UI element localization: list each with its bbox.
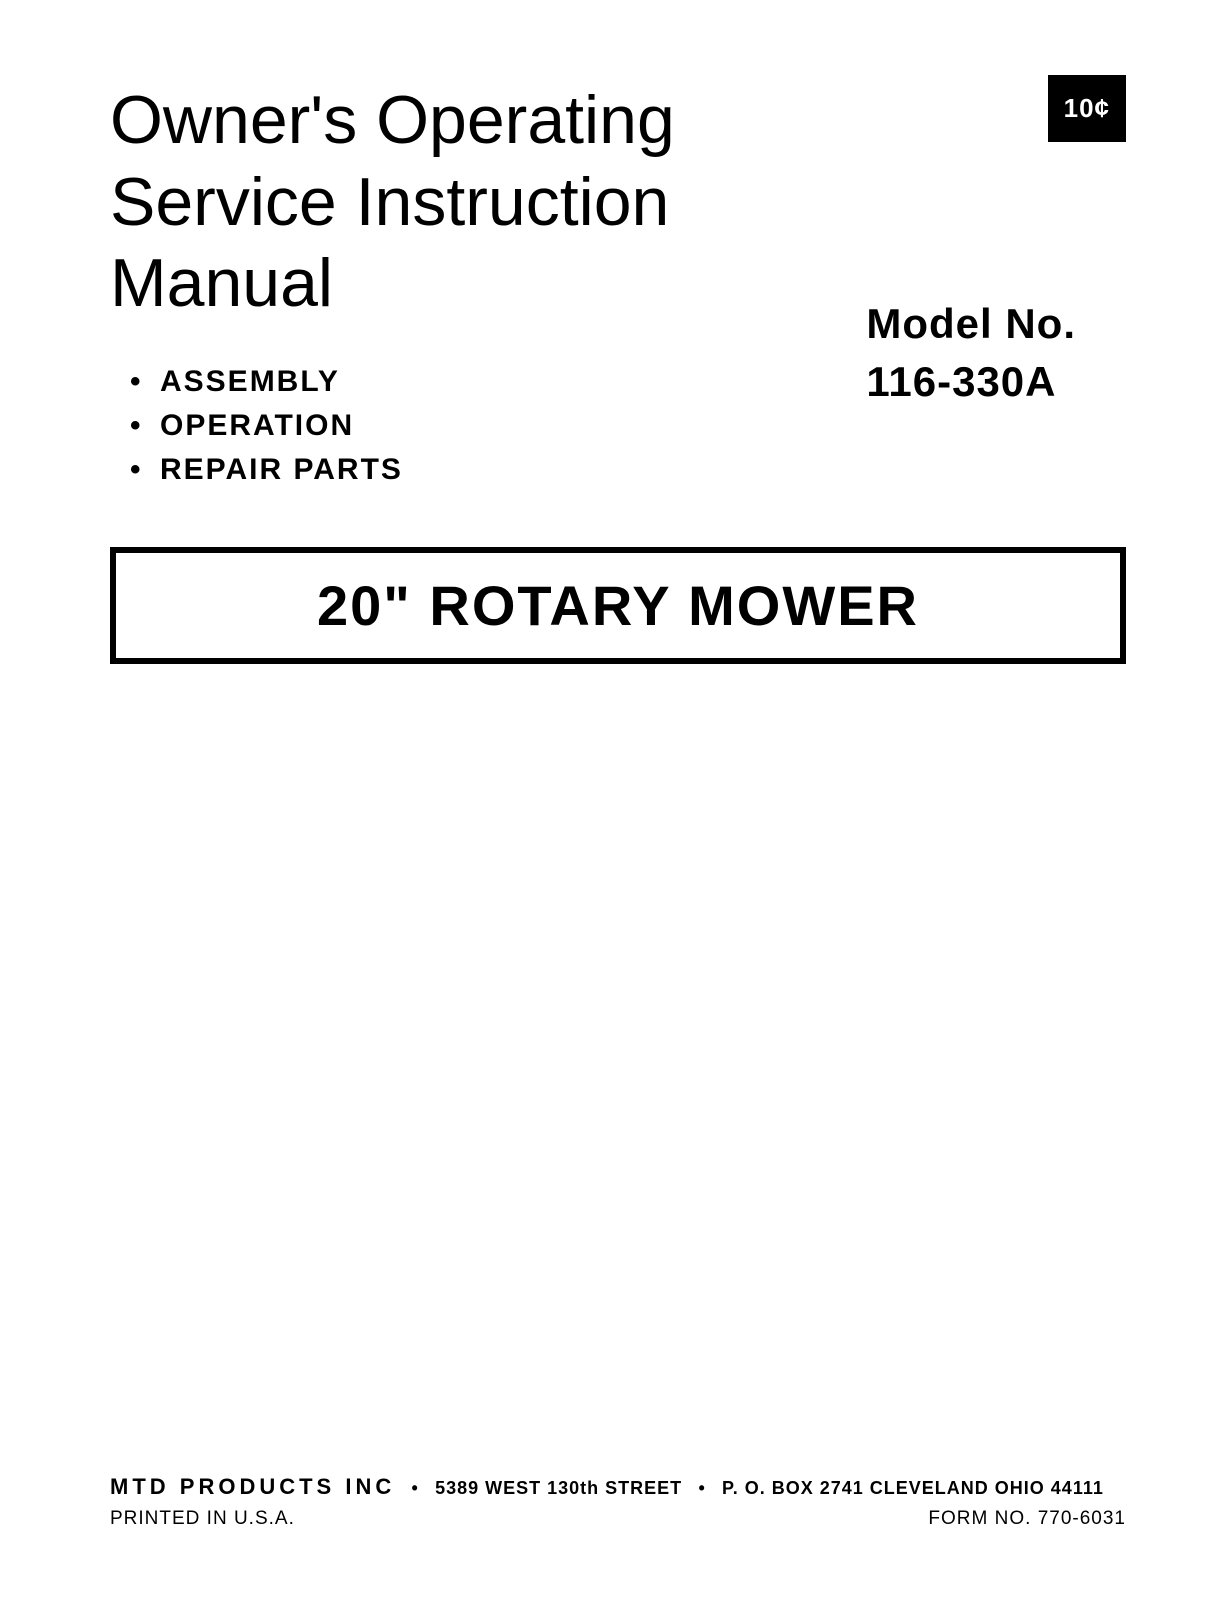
product-title: 20" ROTARY MOWER xyxy=(146,573,1090,638)
price-text: 10¢ xyxy=(1064,93,1110,123)
footer-line-2: PRINTED IN U.S.A. FORM NO. 770-6031 xyxy=(110,1508,1126,1530)
footer-address-street: 5389 WEST 130th STREET xyxy=(435,1478,682,1498)
title-line-1: Owner's Operating xyxy=(110,82,675,158)
footer: MTD PRODUCTS INC • 5389 WEST 130th STREE… xyxy=(110,1474,1126,1530)
footer-printed: PRINTED IN U.S.A. xyxy=(110,1508,295,1530)
title-line-2: Service Instruction xyxy=(110,164,669,240)
bullet-icon: • xyxy=(412,1478,419,1498)
footer-address-pobox: P. O. BOX 2741 CLEVELAND OHIO 44111 xyxy=(722,1478,1104,1498)
main-title: Owner's Operating Service Instruction Ma… xyxy=(110,80,1126,325)
footer-line-1: MTD PRODUCTS INC • 5389 WEST 130th STREE… xyxy=(110,1474,1126,1500)
title-line-3: Manual xyxy=(110,245,333,321)
footer-company: MTD PRODUCTS INC xyxy=(110,1474,395,1499)
product-box: 20" ROTARY MOWER xyxy=(110,547,1126,664)
footer-form-number: FORM NO. 770-6031 xyxy=(928,1508,1126,1530)
page-container: 10¢ Owner's Operating Service Instructio… xyxy=(0,0,1226,1600)
price-box: 10¢ xyxy=(1048,75,1126,142)
model-label: Model No. xyxy=(866,300,1076,348)
contents-list: ASSEMBLY OPERATION REPAIR PARTS xyxy=(130,365,1126,487)
bullet-icon: • xyxy=(698,1478,705,1498)
contents-item-repair-parts: REPAIR PARTS xyxy=(130,453,1126,487)
contents-item-operation: OPERATION xyxy=(130,409,1126,443)
contents-item-assembly: ASSEMBLY xyxy=(130,365,1126,399)
